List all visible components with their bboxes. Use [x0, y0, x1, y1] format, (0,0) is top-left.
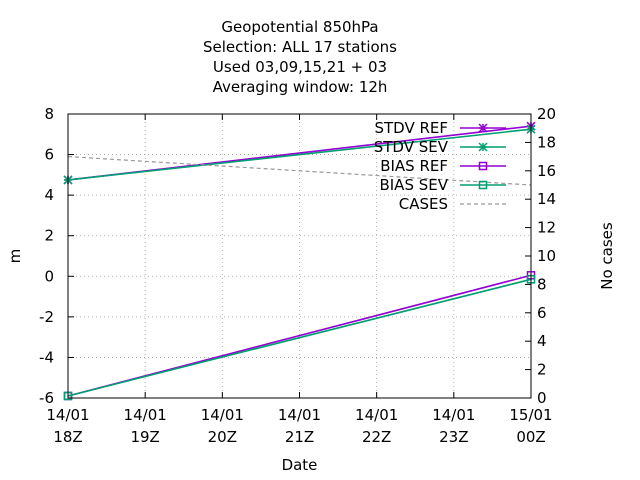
x-tick-label: 00Z [516, 428, 545, 446]
y-tick-label: -2 [39, 308, 54, 326]
y-tick-label: -6 [39, 389, 54, 407]
legend-marker [478, 142, 488, 152]
x-tick-label: 14/01 [278, 406, 321, 424]
x-tick-label: 15/01 [509, 406, 552, 424]
y2-tick-label: 4 [537, 332, 547, 350]
legend-label: STDV SEV [374, 138, 449, 156]
legend-label: BIAS SEV [379, 176, 448, 194]
y-tick-label: -4 [39, 348, 54, 366]
legend-label: STDV REF [374, 119, 448, 137]
x-tick-label: 14/01 [46, 406, 89, 424]
plot-frame [67, 113, 532, 399]
x-tick-label: 14/01 [432, 406, 475, 424]
y-axis-label: m [6, 249, 24, 264]
y2-tick-label: 16 [537, 162, 556, 180]
y-tick-label: 2 [44, 227, 54, 245]
y-tick-label: 6 [44, 146, 54, 164]
y-tick-label: 8 [44, 105, 54, 123]
legend-label: BIAS REF [380, 157, 448, 175]
series-line-3 [67, 278, 532, 397]
chart-title: Geopotential 850hPa Selection: ALL 17 sta… [203, 18, 397, 96]
plot-series [63, 121, 536, 401]
legend-marker [478, 123, 488, 133]
y-tick-label: 4 [44, 186, 54, 204]
legend-label: CASES [399, 195, 448, 213]
y2-tick-label: 0 [537, 389, 547, 407]
x-tick-label: 14/01 [355, 406, 398, 424]
x-tick-label: 14/01 [124, 406, 167, 424]
y2-axis-label: No cases [598, 222, 616, 290]
legend-marker [478, 161, 488, 171]
title-line: Averaging window: 12h [213, 78, 388, 96]
y2-tick-label: 2 [537, 361, 547, 379]
axis-ticks: -6 -4 -2 0 2 4 6 8 0 2 4 6 8 10 12 14 16 18 20 14/01 18Z 14/0… [39, 105, 556, 446]
series-line-4 [67, 156, 532, 186]
y2-tick-label: 20 [537, 105, 556, 123]
y2-tick-label: 18 [537, 133, 556, 151]
y2-tick-label: 10 [537, 247, 556, 265]
x-tick-label: 19Z [130, 428, 159, 446]
x-axis-label: Date [282, 456, 318, 474]
title-line: Selection: ALL 17 stations [203, 38, 397, 56]
y2-tick-label: 12 [537, 219, 556, 237]
title-line: Used 03,09,15,21 + 03 [213, 58, 387, 76]
x-tick-label: 14/01 [201, 406, 244, 424]
legend-marker [478, 180, 488, 190]
grid [68, 114, 531, 398]
series-line-1 [67, 128, 532, 181]
x-tick-label: 18Z [53, 428, 82, 446]
x-tick-label: 20Z [208, 428, 237, 446]
x-tick-label: 21Z [285, 428, 314, 446]
y2-tick-label: 14 [537, 190, 556, 208]
y2-tick-label: 8 [537, 275, 547, 293]
title-line: Geopotential 850hPa [221, 18, 378, 36]
y2-tick-label: 6 [537, 304, 547, 322]
y-tick-label: 0 [44, 267, 54, 285]
x-tick-label: 22Z [362, 428, 391, 446]
x-tick-label: 23Z [439, 428, 468, 446]
